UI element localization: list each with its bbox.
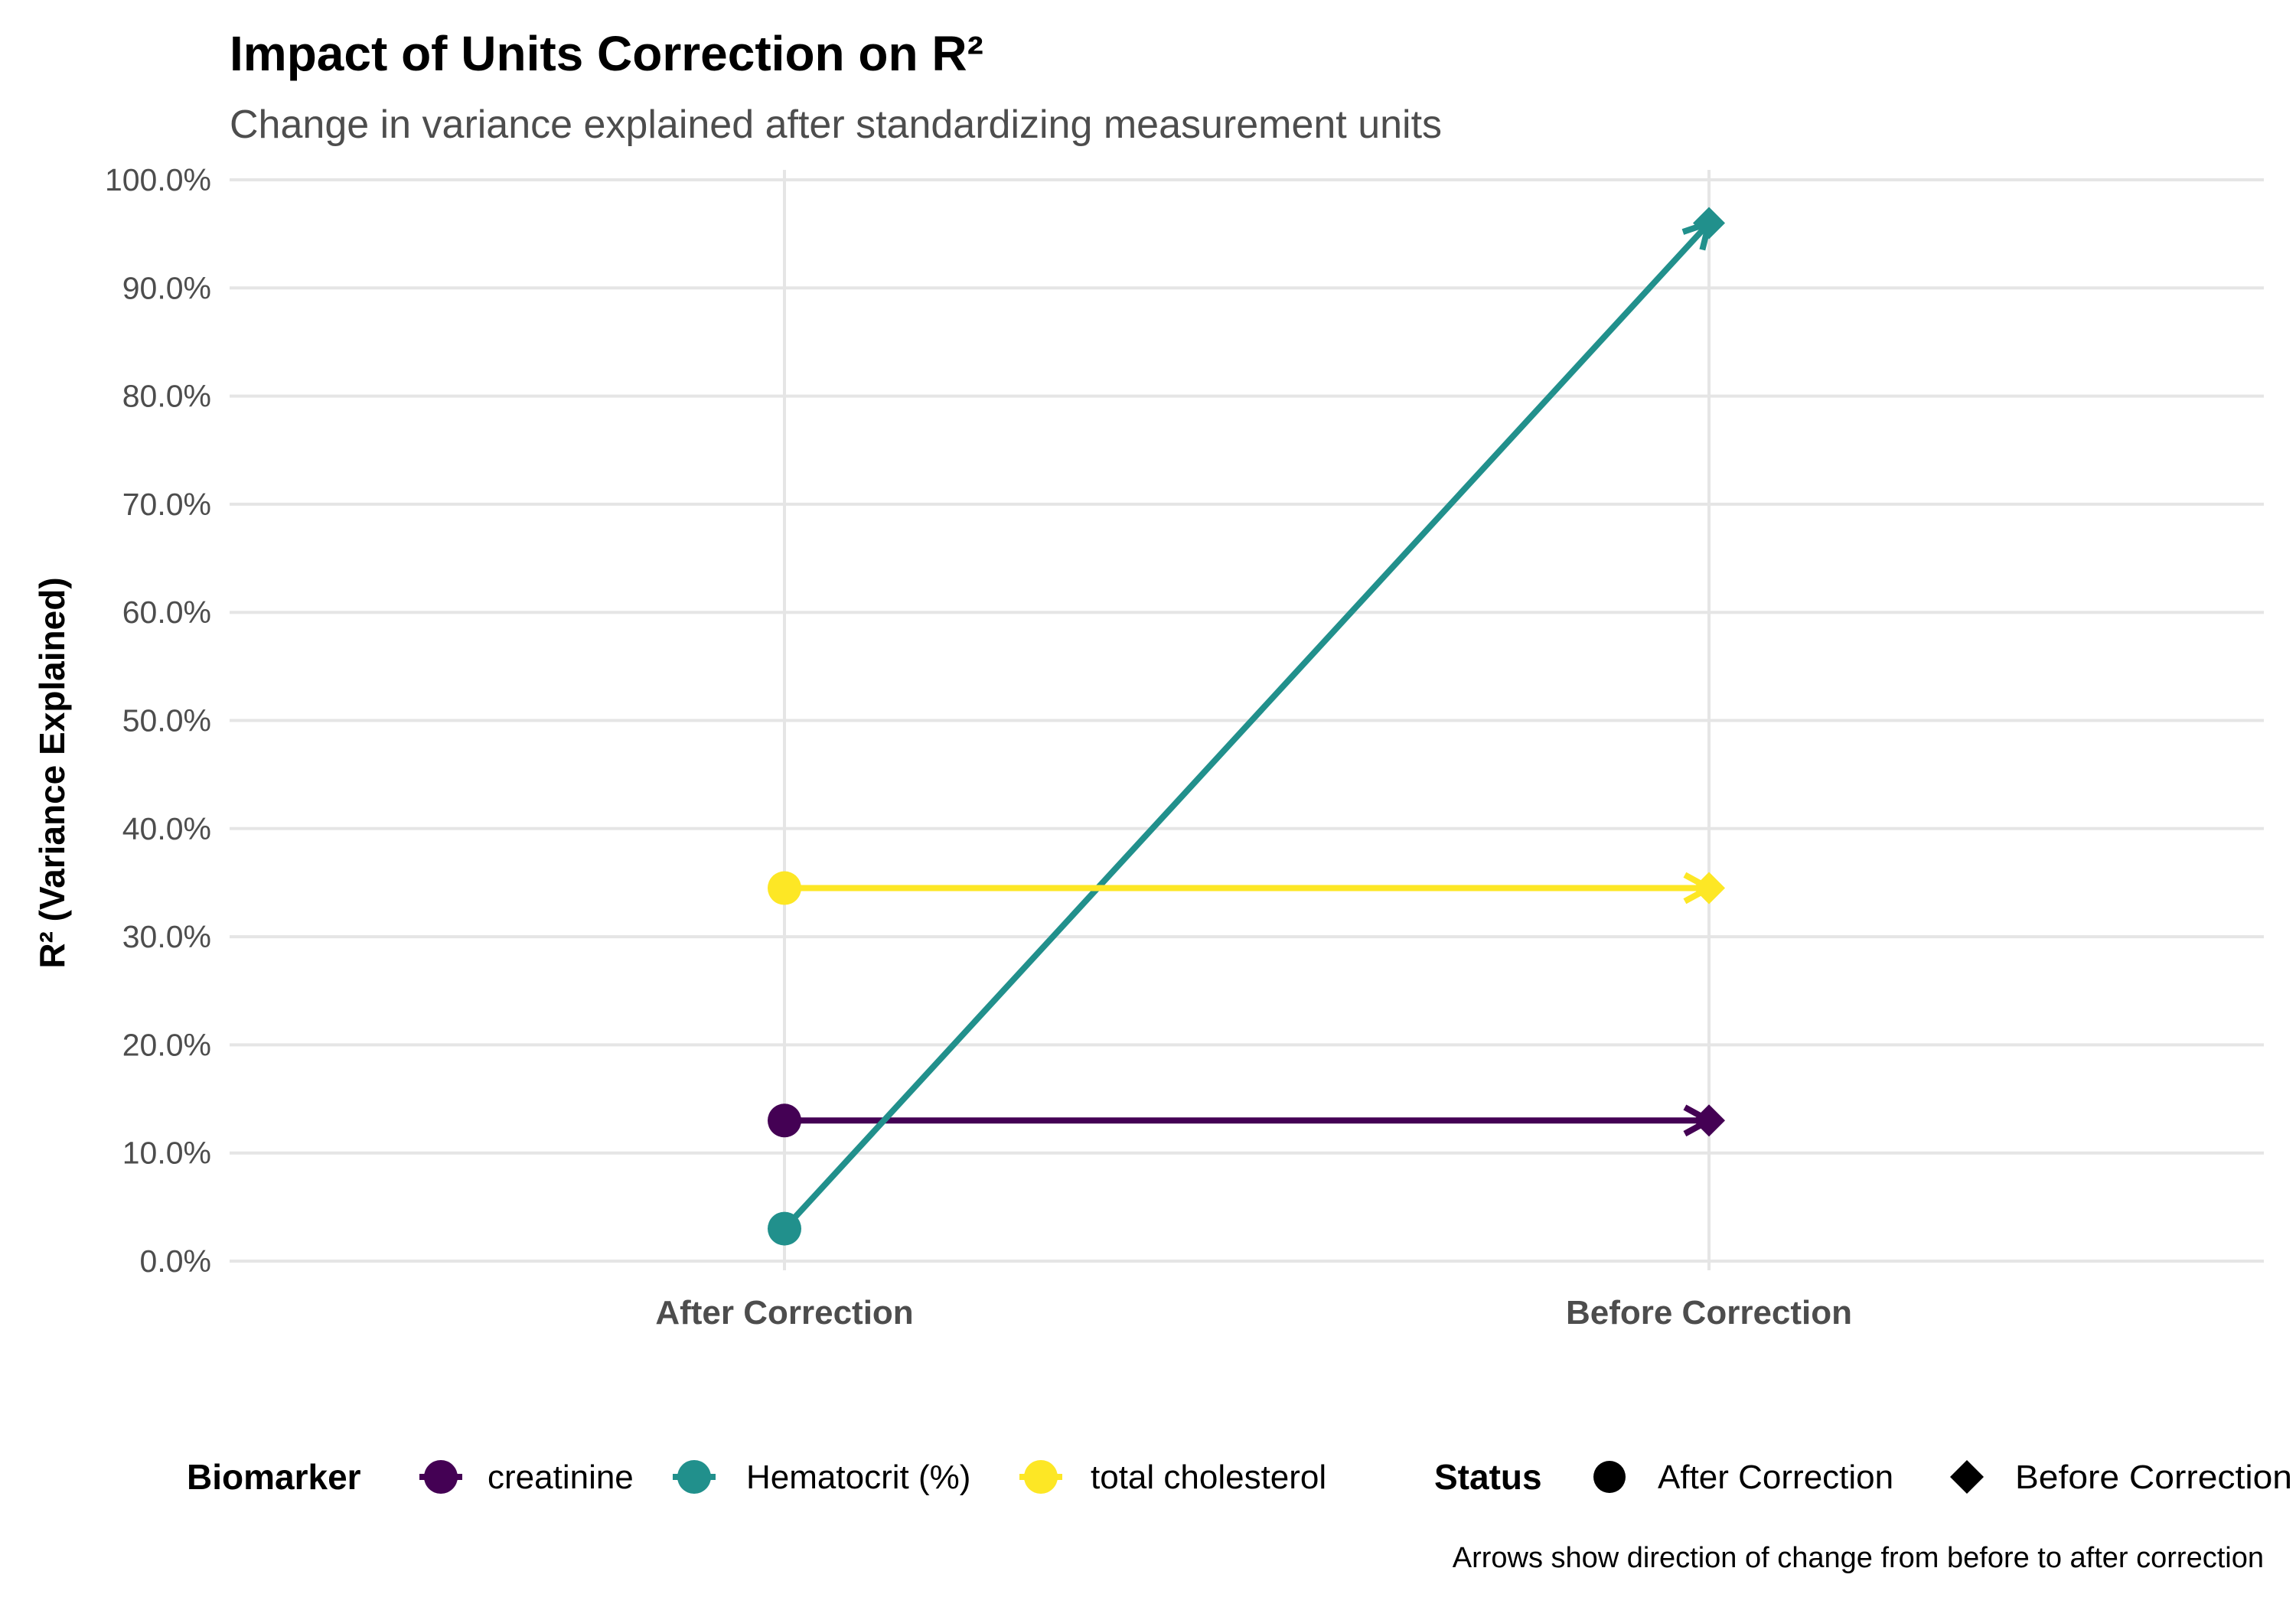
x-tick-label: Before Correction	[1566, 1294, 1852, 1332]
x-tick-label: After Correction	[655, 1294, 913, 1332]
series	[768, 207, 1725, 1246]
legend-key	[1019, 1460, 1062, 1494]
legend-key-circle	[424, 1460, 458, 1494]
series-hematocrit	[768, 207, 1725, 1246]
legend-label: After Correction	[1658, 1459, 1893, 1496]
y-tick-label: 0.0%	[140, 1244, 211, 1279]
point-before-correction	[1693, 1104, 1725, 1137]
series-line	[782, 220, 1711, 1231]
point-after-correction	[768, 1211, 801, 1246]
legend-label: creatinine	[488, 1459, 634, 1496]
y-tick-label: 100.0%	[105, 162, 211, 197]
chart-subtitle: Change in variance explained after stand…	[230, 103, 1442, 147]
y-tick-label: 90.0%	[122, 270, 211, 305]
series-creatinine	[768, 1103, 1725, 1138]
point-before-correction	[1693, 872, 1725, 905]
y-tick-label: 10.0%	[122, 1136, 211, 1171]
legend-status-diamond	[1950, 1460, 1984, 1494]
legend-status-circle	[1593, 1461, 1626, 1493]
y-tick-label: 80.0%	[122, 379, 211, 414]
legend-label: total cholesterol	[1091, 1459, 1326, 1496]
point-after-correction	[768, 871, 801, 905]
chart-caption: Arrows show direction of change from bef…	[1453, 1542, 2264, 1574]
y-tick-label: 20.0%	[122, 1027, 211, 1062]
legend-label: Hematocrit (%)	[746, 1459, 970, 1496]
y-tick-label: 30.0%	[122, 919, 211, 954]
y-tick-label: 70.0%	[122, 487, 211, 522]
legend-key	[673, 1460, 716, 1494]
legend-title-biomarker: Biomarker	[187, 1457, 361, 1497]
chart-title: Impact of Units Correction on R²	[230, 26, 983, 81]
y-tick-label: 60.0%	[122, 595, 211, 630]
legend: Biomarker creatinine Hematocrit (%) total c…	[187, 1457, 2292, 1497]
point-after-correction	[768, 1103, 801, 1138]
point-before-correction	[1693, 207, 1725, 240]
y-tick-label: 50.0%	[122, 703, 211, 738]
series-total-cholesterol	[768, 871, 1725, 905]
grid	[230, 170, 2264, 1270]
legend-key-circle	[677, 1460, 711, 1494]
y-axis-label: R² (Variance Explained)	[32, 577, 72, 968]
legend-label: Before Correction	[2015, 1459, 2292, 1496]
x-axis-ticks: After Correction Before Correction	[655, 1294, 1852, 1332]
legend-key-circle	[1024, 1460, 1058, 1494]
y-tick-label: 40.0%	[122, 811, 211, 846]
legend-key	[419, 1460, 462, 1494]
y-axis-ticks: 0.0% 10.0% 20.0% 30.0% 40.0% 50.0% 60.0% 70.0% 8…	[105, 162, 211, 1279]
legend-title-status: Status	[1434, 1457, 1542, 1497]
